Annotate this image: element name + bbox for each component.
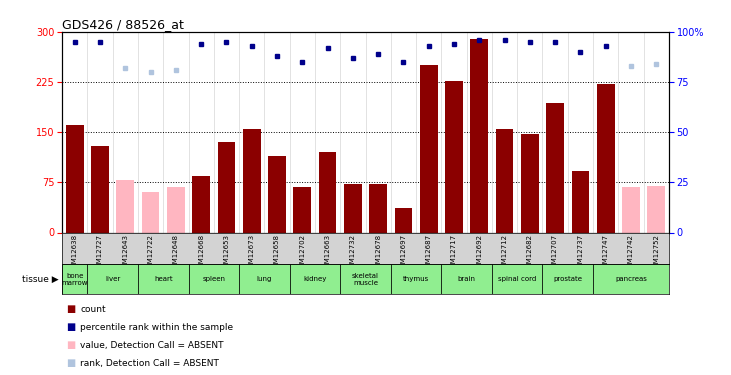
Text: GSM12737: GSM12737 <box>577 234 583 272</box>
Bar <box>492 264 542 294</box>
Bar <box>218 142 235 232</box>
Text: spinal cord: spinal cord <box>498 276 537 282</box>
Bar <box>62 264 88 294</box>
Text: ■: ■ <box>66 304 75 314</box>
Text: GSM12722: GSM12722 <box>148 234 154 272</box>
Bar <box>116 180 135 232</box>
Text: tissue ▶: tissue ▶ <box>22 275 58 284</box>
Text: GSM12643: GSM12643 <box>122 234 129 272</box>
Bar <box>239 264 289 294</box>
Text: GSM12712: GSM12712 <box>501 234 507 272</box>
Text: pancreas: pancreas <box>615 276 647 282</box>
Text: GSM12717: GSM12717 <box>451 234 457 272</box>
Text: heart: heart <box>154 276 173 282</box>
Text: ■: ■ <box>66 340 75 350</box>
Text: GSM12702: GSM12702 <box>299 234 306 272</box>
Bar <box>369 184 387 232</box>
Bar <box>471 39 488 232</box>
Bar <box>496 129 513 232</box>
Text: GSM12747: GSM12747 <box>602 234 609 272</box>
Bar <box>91 146 109 232</box>
Bar <box>596 84 615 232</box>
Bar <box>546 104 564 232</box>
Text: GSM12638: GSM12638 <box>72 234 77 272</box>
Text: GSM12727: GSM12727 <box>97 234 103 272</box>
Bar <box>138 264 189 294</box>
Text: liver: liver <box>105 276 121 282</box>
Bar <box>344 184 362 232</box>
Bar <box>542 264 593 294</box>
Text: percentile rank within the sample: percentile rank within the sample <box>80 323 233 332</box>
Text: GSM12682: GSM12682 <box>527 234 533 272</box>
Bar <box>442 264 492 294</box>
Text: GSM12687: GSM12687 <box>425 234 432 272</box>
Text: brain: brain <box>458 276 476 282</box>
Text: GSM12752: GSM12752 <box>654 234 659 272</box>
Text: GSM12668: GSM12668 <box>198 234 204 272</box>
Text: GSM12663: GSM12663 <box>325 234 330 272</box>
Bar <box>142 192 159 232</box>
Text: prostate: prostate <box>553 276 583 282</box>
Bar <box>395 208 412 232</box>
Bar <box>167 187 185 232</box>
Bar <box>88 264 138 294</box>
Text: GSM12697: GSM12697 <box>401 234 406 272</box>
Text: spleen: spleen <box>202 276 225 282</box>
Text: rank, Detection Call = ABSENT: rank, Detection Call = ABSENT <box>80 359 219 368</box>
Bar <box>622 187 640 232</box>
Bar <box>648 186 665 232</box>
Bar <box>391 264 442 294</box>
Bar <box>189 264 239 294</box>
Text: GSM12658: GSM12658 <box>274 234 280 272</box>
Text: thymus: thymus <box>403 276 429 282</box>
Bar <box>293 187 311 232</box>
Bar <box>340 264 391 294</box>
Bar <box>319 152 336 232</box>
Bar <box>521 134 539 232</box>
Bar <box>66 126 83 232</box>
Text: bone
marrow: bone marrow <box>61 273 88 286</box>
Text: GSM12678: GSM12678 <box>375 234 381 272</box>
Bar <box>192 176 210 232</box>
Bar <box>572 171 589 232</box>
Text: GSM12732: GSM12732 <box>350 234 356 272</box>
Text: skeletal
muscle: skeletal muscle <box>352 273 379 286</box>
Text: GSM12648: GSM12648 <box>173 234 179 272</box>
Bar <box>289 264 340 294</box>
Text: GSM12692: GSM12692 <box>477 234 482 272</box>
Text: lung: lung <box>257 276 272 282</box>
Text: kidney: kidney <box>303 276 327 282</box>
Text: GSM12742: GSM12742 <box>628 234 634 272</box>
Text: ■: ■ <box>66 322 75 332</box>
Text: value, Detection Call = ABSENT: value, Detection Call = ABSENT <box>80 341 224 350</box>
Text: GSM12707: GSM12707 <box>552 234 558 272</box>
Text: ■: ■ <box>66 358 75 368</box>
Bar <box>268 156 286 232</box>
Text: GDS426 / 88526_at: GDS426 / 88526_at <box>62 18 184 31</box>
Bar <box>593 264 669 294</box>
Text: count: count <box>80 305 106 314</box>
Bar <box>445 81 463 232</box>
Bar <box>420 65 438 232</box>
Text: GSM12673: GSM12673 <box>249 234 254 272</box>
Bar <box>243 129 260 232</box>
Text: GSM12653: GSM12653 <box>224 234 230 272</box>
